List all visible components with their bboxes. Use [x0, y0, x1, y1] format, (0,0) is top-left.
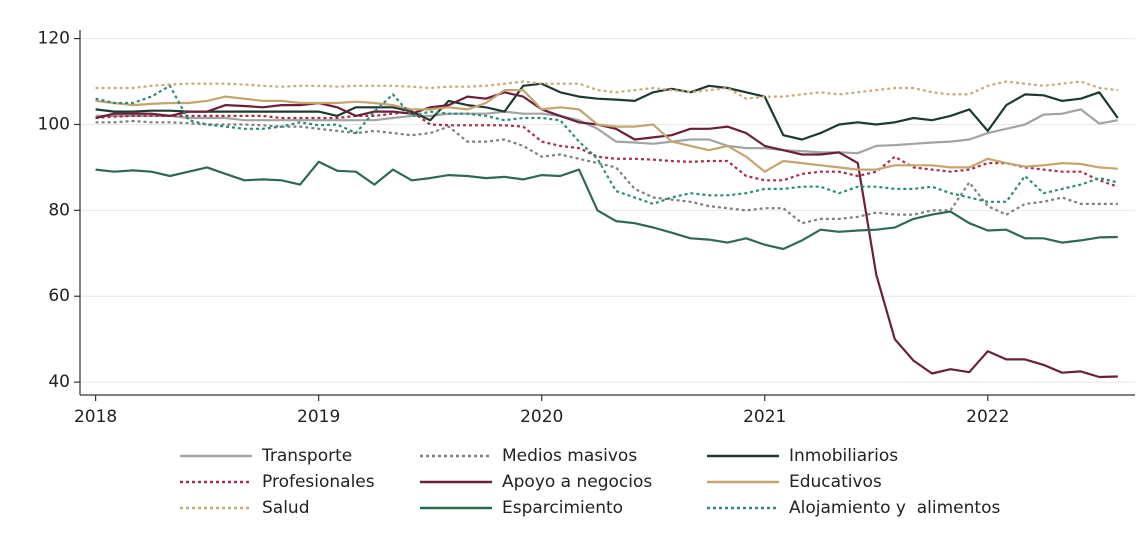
series-line — [95, 82, 1119, 141]
y-tick-label: 60 — [48, 286, 70, 306]
x-tick-label: 2018 — [74, 407, 117, 427]
legend-label: Medios masivos — [502, 446, 637, 466]
series-line — [95, 80, 1118, 100]
y-tick-label: 80 — [48, 200, 70, 220]
legend-label: Educativos — [789, 472, 882, 492]
legend-label: Apoyo a negocios — [502, 472, 652, 492]
y-tick-label: 40 — [48, 372, 70, 392]
legend-label: Inmobiliarios — [789, 446, 898, 466]
x-tick-label: 2021 — [743, 407, 786, 427]
series-line — [95, 88, 1118, 173]
y-tick-label: 120 — [38, 29, 70, 49]
series-line — [95, 108, 1118, 155]
x-tick-label: 2019 — [297, 407, 340, 427]
x-tick-label: 2020 — [520, 407, 563, 427]
series-line — [95, 110, 1119, 188]
legend-label: Alojamiento y alimentos — [789, 498, 1000, 518]
legend-label: Esparcimiento — [502, 498, 623, 518]
y-tick-label: 100 — [38, 114, 70, 134]
legend-label: Salud — [262, 498, 310, 518]
legend-label: Transporte — [261, 446, 352, 466]
series-line — [95, 119, 1118, 225]
series-line — [95, 84, 1119, 205]
series-line — [95, 160, 1118, 251]
x-tick-label: 2022 — [966, 407, 1009, 427]
legend-label: Profesionales — [262, 472, 375, 492]
